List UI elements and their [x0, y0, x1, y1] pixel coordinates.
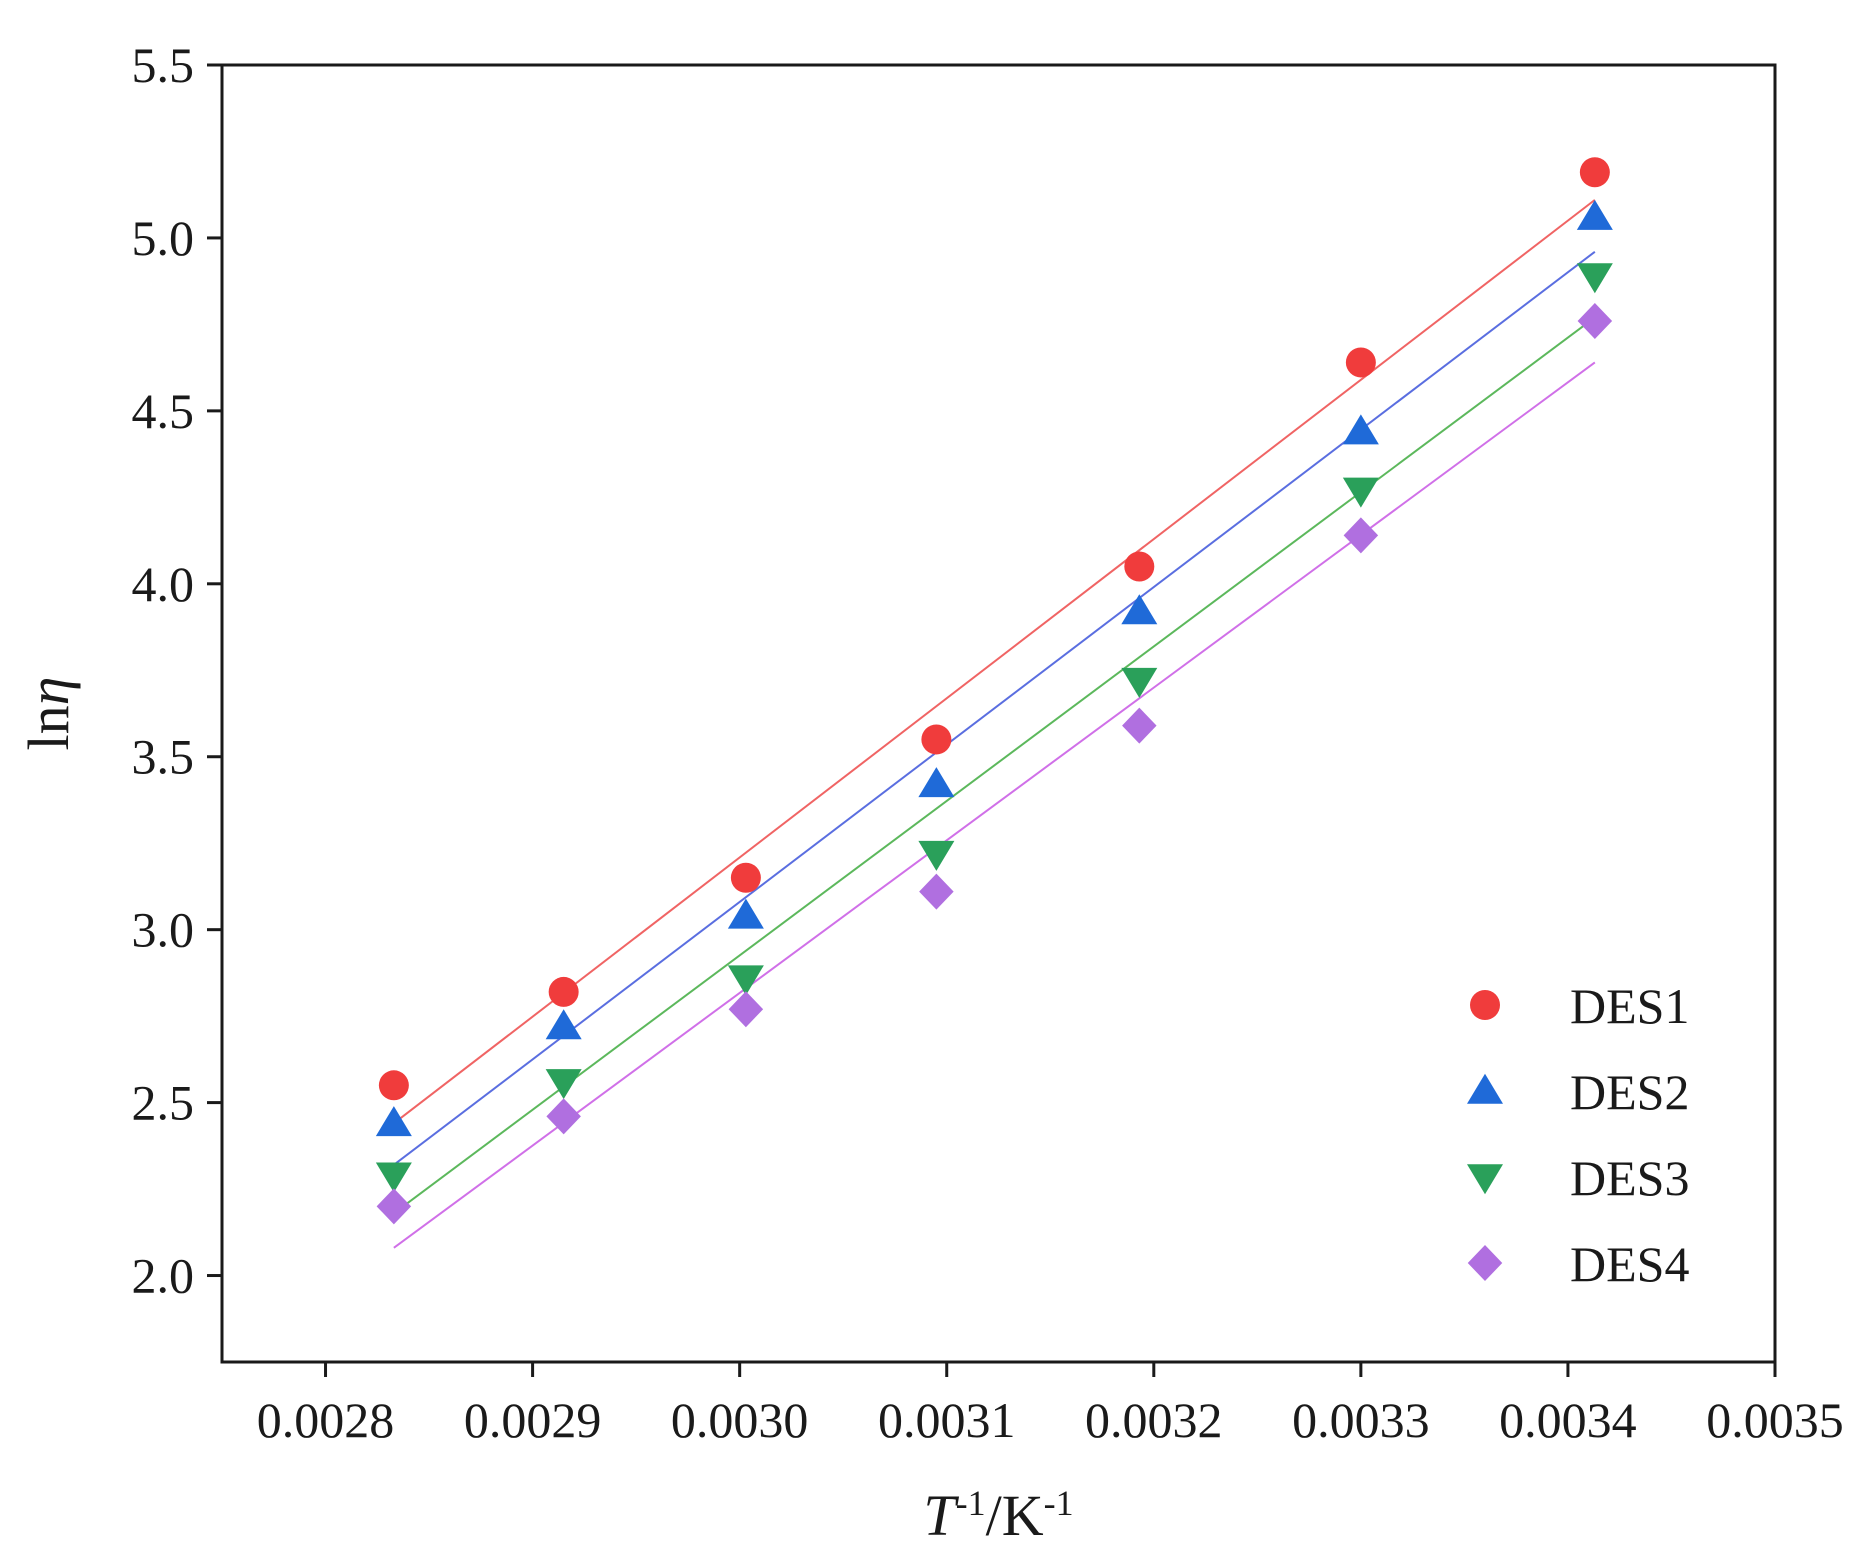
y-axis-title: lnη [16, 677, 81, 751]
x-axis-title: T-1/K-1 [923, 1483, 1073, 1548]
data-point-des2 [918, 767, 955, 798]
data-point-des2 [727, 898, 764, 929]
y-axis-title-prefix: ln [16, 705, 81, 750]
y-tick-label: 2.0 [132, 1248, 195, 1304]
y-tick-label: 5.5 [132, 37, 195, 93]
data-point-des1 [1579, 157, 1610, 188]
plot-frame [220, 63, 1777, 1364]
data-point-des4 [376, 1188, 412, 1225]
data-markers [375, 157, 1613, 1225]
y-tick-label: 2.5 [132, 1075, 195, 1131]
x-tick-label: 0.0029 [464, 1392, 602, 1448]
data-point-des3 [727, 965, 764, 996]
x-tick-label: 0.0028 [257, 1392, 395, 1448]
legend-marker-des1 [1470, 990, 1500, 1020]
x-tick-label: 0.0033 [1292, 1392, 1430, 1448]
x-tick-label: 0.0032 [1085, 1392, 1223, 1448]
y-tick-label: 3.0 [132, 902, 195, 958]
y-tick-label: 4.0 [132, 556, 195, 612]
data-point-des3 [1576, 263, 1613, 294]
fit-line-des2 [393, 250, 1596, 1166]
legend-label-des3: DES3 [1570, 1150, 1689, 1206]
data-point-des2 [1342, 414, 1379, 445]
data-point-des4 [1343, 517, 1379, 554]
data-point-des4 [546, 1098, 581, 1135]
x-tick-label: 0.0035 [1706, 1392, 1844, 1448]
data-point-des2 [375, 1106, 412, 1137]
x-axis-title-base-sup: -1 [956, 1483, 986, 1523]
legend: DES1 DES2 DES3 DES4 [1467, 978, 1689, 1292]
data-point-des1 [1124, 551, 1155, 582]
data-point-des1 [730, 862, 761, 893]
y-tick-label: 3.5 [132, 729, 195, 785]
y-tick-label: 4.5 [132, 383, 195, 439]
data-point-des1 [378, 1070, 409, 1101]
x-axis: 0.0028 0.0029 0.0030 0.0031 0.0032 0.0033 0.00… [257, 1362, 1844, 1448]
data-point-des3 [1342, 477, 1379, 508]
legend-label-des1: DES1 [1570, 978, 1689, 1034]
data-point-des2 [1121, 594, 1158, 625]
fit-lines [393, 199, 1596, 1249]
x-axis-title-sep: /K [986, 1483, 1044, 1548]
data-point-des3 [375, 1162, 412, 1193]
legend-label-des2: DES2 [1570, 1064, 1689, 1120]
data-point-des4 [1577, 302, 1613, 339]
data-point-des1 [548, 976, 579, 1007]
y-axis: 2.0 2.5 3.0 3.5 4.0 4.5 5.0 5.5 [132, 37, 222, 1304]
data-point-des1 [921, 724, 952, 755]
x-tick-label: 0.0031 [878, 1392, 1016, 1448]
legend-marker-des3 [1467, 1164, 1503, 1195]
fit-line-des4 [393, 361, 1596, 1249]
data-point-des2 [1576, 199, 1613, 230]
legend-label-des4: DES4 [1570, 1236, 1689, 1292]
x-tick-label: 0.0030 [671, 1392, 809, 1448]
fit-line-des3 [393, 316, 1596, 1215]
y-axis-title-symbol: η [16, 677, 81, 706]
data-point-des1 [1345, 347, 1376, 378]
fit-line-des1 [393, 199, 1596, 1125]
data-point-des2 [545, 1009, 582, 1040]
x-tick-label: 0.0034 [1499, 1392, 1637, 1448]
legend-marker-des4 [1467, 1245, 1503, 1281]
data-point-des4 [728, 991, 764, 1028]
data-point-des3 [545, 1069, 582, 1100]
data-point-des3 [918, 840, 955, 871]
legend-marker-des2 [1467, 1073, 1503, 1104]
x-axis-title-base: T [923, 1483, 959, 1548]
data-point-des4 [1122, 707, 1157, 744]
data-point-des4 [919, 873, 954, 910]
x-axis-title-unit-sup: -1 [1044, 1483, 1074, 1523]
y-tick-label: 5.0 [132, 210, 195, 266]
data-point-des3 [1121, 667, 1158, 698]
